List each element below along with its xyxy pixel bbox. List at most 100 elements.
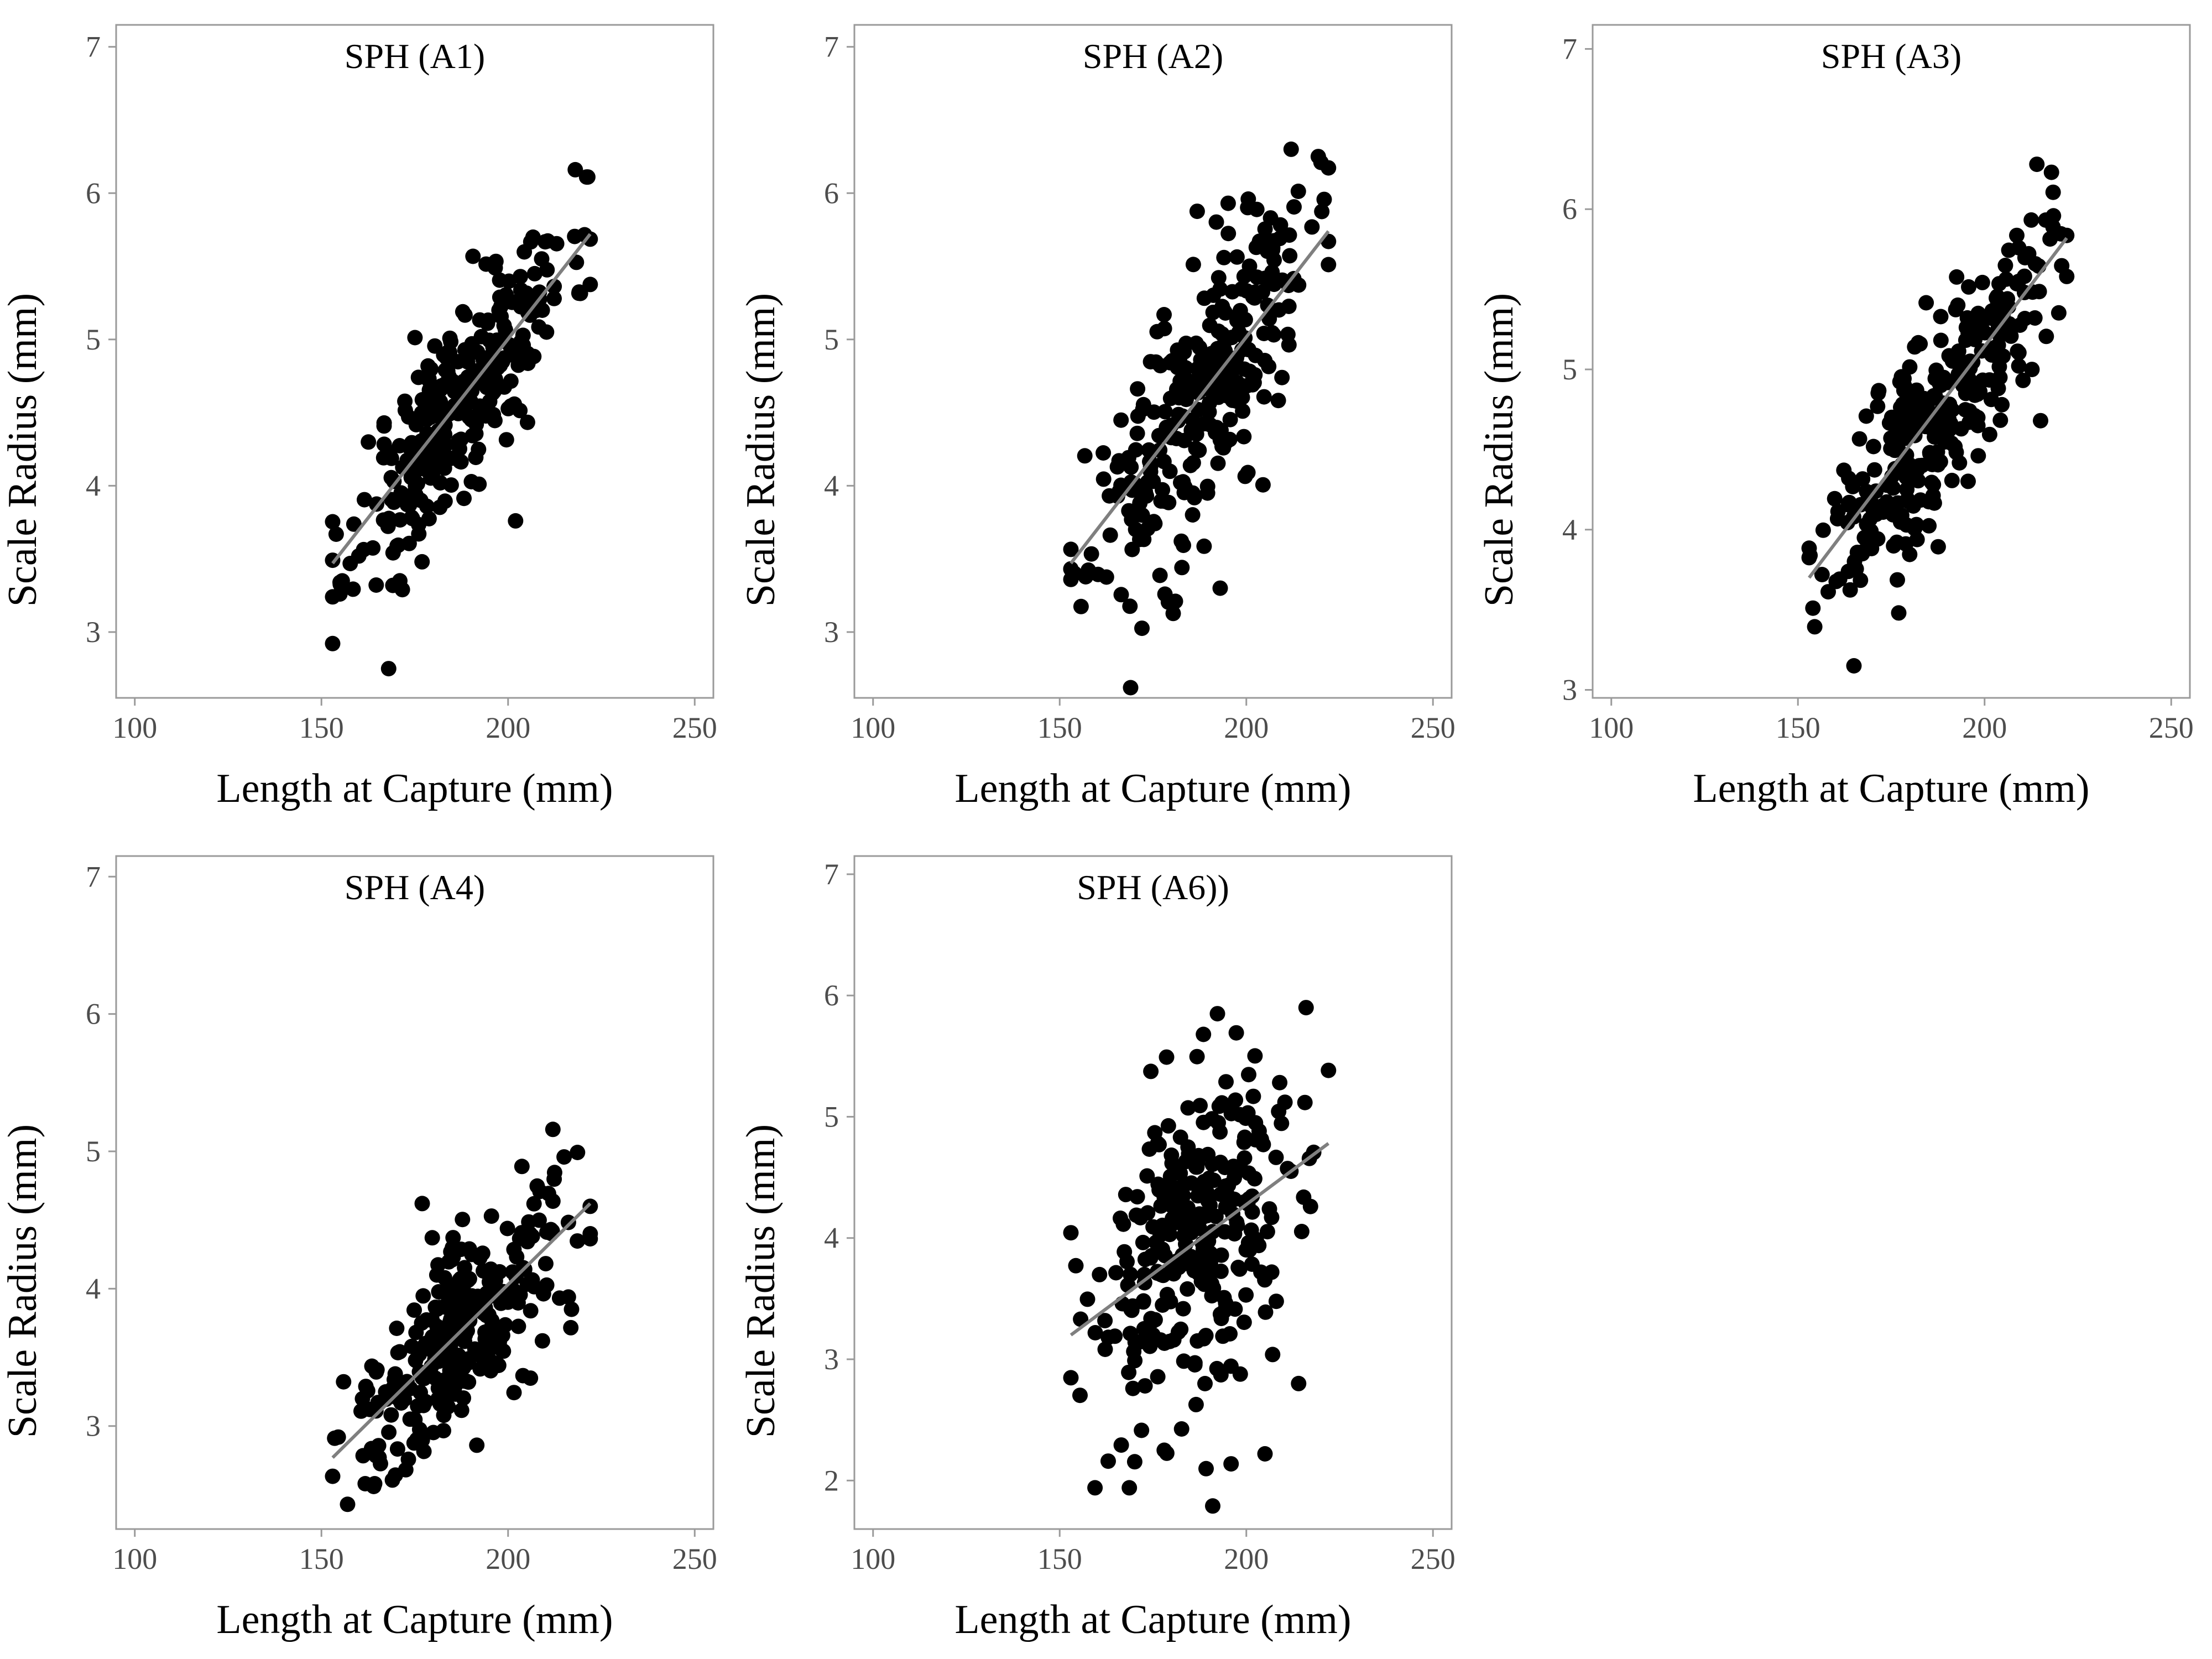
data-point	[336, 1374, 352, 1390]
data-point	[1807, 619, 1823, 635]
y-tick-label: 5	[824, 1100, 839, 1133]
data-point	[1153, 493, 1169, 509]
data-point	[1992, 369, 2008, 385]
data-point	[436, 1270, 452, 1286]
data-point	[1849, 544, 1865, 560]
x-tick-label: 250	[1411, 711, 1455, 744]
data-point	[567, 161, 583, 178]
data-point	[408, 417, 424, 432]
data-point	[1274, 369, 1290, 385]
data-point	[1139, 1168, 1155, 1184]
panel-5: 2 3 4 5 6 7 100 150 200 250 SPH (A6)) Length at Cap…	[738, 855, 1455, 1642]
data-point	[1063, 541, 1079, 557]
data-point	[1898, 469, 1914, 485]
x-tick-label: 150	[299, 1542, 344, 1575]
data-point	[560, 1289, 576, 1305]
data-point	[390, 1345, 406, 1360]
data-point	[1283, 141, 1299, 157]
data-point	[1228, 1025, 1244, 1041]
data-point	[472, 1361, 488, 1377]
data-point	[1154, 1178, 1170, 1194]
data-point	[1121, 1364, 1137, 1380]
data-point	[427, 338, 443, 354]
data-point	[2021, 246, 2037, 262]
x-tick-label: 150	[1776, 711, 1820, 744]
data-point	[1185, 257, 1201, 273]
data-point	[380, 661, 397, 677]
data-point	[1206, 1172, 1222, 1188]
data-point	[494, 1324, 510, 1340]
data-point	[1185, 485, 1201, 501]
data-point	[1244, 1256, 1260, 1272]
data-point	[1870, 398, 1886, 414]
data-point	[1926, 450, 1942, 466]
data-point	[1127, 1334, 1143, 1350]
data-point	[1259, 1224, 1275, 1240]
point-group	[325, 1121, 598, 1512]
data-point	[2046, 208, 2062, 224]
data-point	[424, 1312, 440, 1328]
data-point	[1212, 580, 1228, 596]
data-point	[397, 393, 413, 409]
x-axis-title: Length at Capture (mm)	[216, 1597, 613, 1642]
trend-line	[331, 233, 592, 565]
data-point	[1960, 473, 1976, 489]
data-point	[1869, 506, 1884, 522]
data-point	[361, 434, 377, 450]
data-point	[556, 1149, 572, 1165]
data-point	[474, 1245, 491, 1261]
data-point	[1229, 312, 1245, 328]
data-point	[1842, 582, 1858, 598]
data-point	[1228, 1092, 1244, 1108]
data-point	[1930, 539, 1946, 555]
data-point	[1250, 237, 1266, 253]
data-point	[1100, 1453, 1116, 1469]
data-point	[1261, 1201, 1277, 1217]
y-tick-label: 3	[86, 1410, 101, 1443]
data-point	[1236, 1134, 1252, 1150]
data-point	[1241, 1165, 1256, 1181]
data-point	[498, 432, 514, 448]
data-point	[1063, 1370, 1079, 1386]
data-point	[461, 1355, 477, 1371]
data-point	[1941, 418, 1957, 434]
data-point	[1164, 1264, 1180, 1280]
data-point	[1220, 226, 1237, 242]
data-point	[537, 234, 553, 250]
data-point	[1147, 1125, 1163, 1141]
data-point	[515, 327, 531, 343]
data-point	[1123, 1266, 1139, 1282]
data-point	[1185, 507, 1201, 523]
data-point	[1087, 1480, 1103, 1496]
data-point	[1140, 1205, 1156, 1221]
data-point	[1165, 606, 1181, 622]
data-point	[1815, 522, 1831, 538]
data-point	[1213, 1247, 1229, 1263]
y-tick-label: 3	[86, 615, 101, 649]
data-point	[1072, 1387, 1088, 1404]
data-point	[437, 1284, 453, 1300]
data-point	[1977, 325, 1993, 341]
data-point	[560, 1214, 576, 1230]
data-point	[424, 1230, 440, 1246]
data-point	[570, 1145, 586, 1160]
data-point	[1205, 1498, 1220, 1514]
data-point	[1865, 439, 1881, 455]
data-point	[1188, 1396, 1204, 1412]
data-point	[1846, 658, 1862, 674]
data-point	[368, 577, 384, 593]
data-point	[520, 346, 536, 362]
data-point	[1176, 1228, 1192, 1244]
data-point	[1121, 1480, 1138, 1496]
data-point	[1921, 518, 1937, 534]
data-point	[1180, 1139, 1196, 1155]
data-point	[1981, 426, 1997, 442]
data-point	[407, 330, 423, 346]
data-point	[545, 1121, 561, 1138]
data-point	[1167, 593, 1183, 609]
data-point	[2010, 343, 2026, 359]
data-point	[481, 1274, 497, 1290]
data-point	[1118, 1187, 1134, 1203]
data-point	[1180, 1281, 1196, 1297]
point-group	[325, 161, 598, 677]
